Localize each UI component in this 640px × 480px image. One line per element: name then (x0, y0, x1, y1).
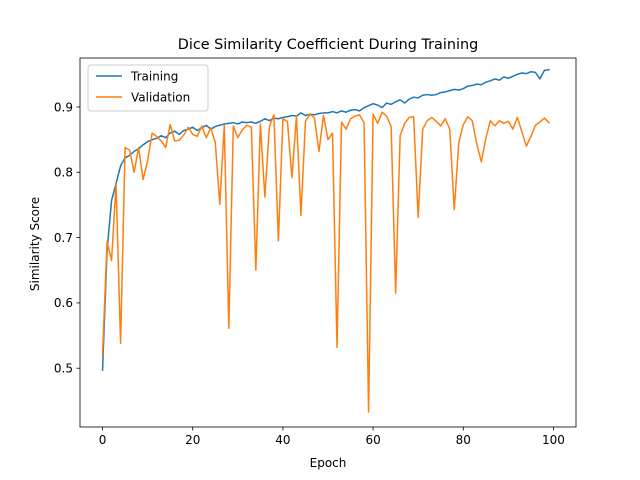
x-tick-label: 100 (542, 433, 565, 447)
x-tick-label: 40 (275, 433, 290, 447)
y-tick-label: 0.6 (54, 296, 73, 310)
y-tick-label: 0.7 (54, 231, 73, 245)
series-line-validation (101, 111, 551, 413)
series-line-training (101, 68, 550, 371)
legend-label-validation: Validation (131, 90, 190, 104)
legend: Training Validation (87, 64, 209, 112)
chart-title: Dice Similarity Coefficient During Train… (178, 37, 478, 53)
x-tick-label: 0 (99, 433, 107, 447)
axes: 0 20 40 60 80 100 0.5 0.6 0.7 0.8 0.9 (54, 57, 577, 447)
x-axis-label: Epoch (310, 456, 347, 470)
x-tick-label: 60 (365, 433, 380, 447)
x-tick-label: 80 (456, 433, 471, 447)
legend-label-training: Training (130, 69, 178, 83)
y-tick-label: 0.5 (54, 362, 73, 376)
y-axis-label: Similarity Score (28, 197, 42, 291)
y-tick-label: 0.8 (54, 166, 73, 180)
plot-frame (79, 57, 577, 428)
plot-lines (101, 68, 551, 413)
y-tick-label: 0.9 (54, 100, 73, 114)
x-tick-label: 20 (185, 433, 200, 447)
